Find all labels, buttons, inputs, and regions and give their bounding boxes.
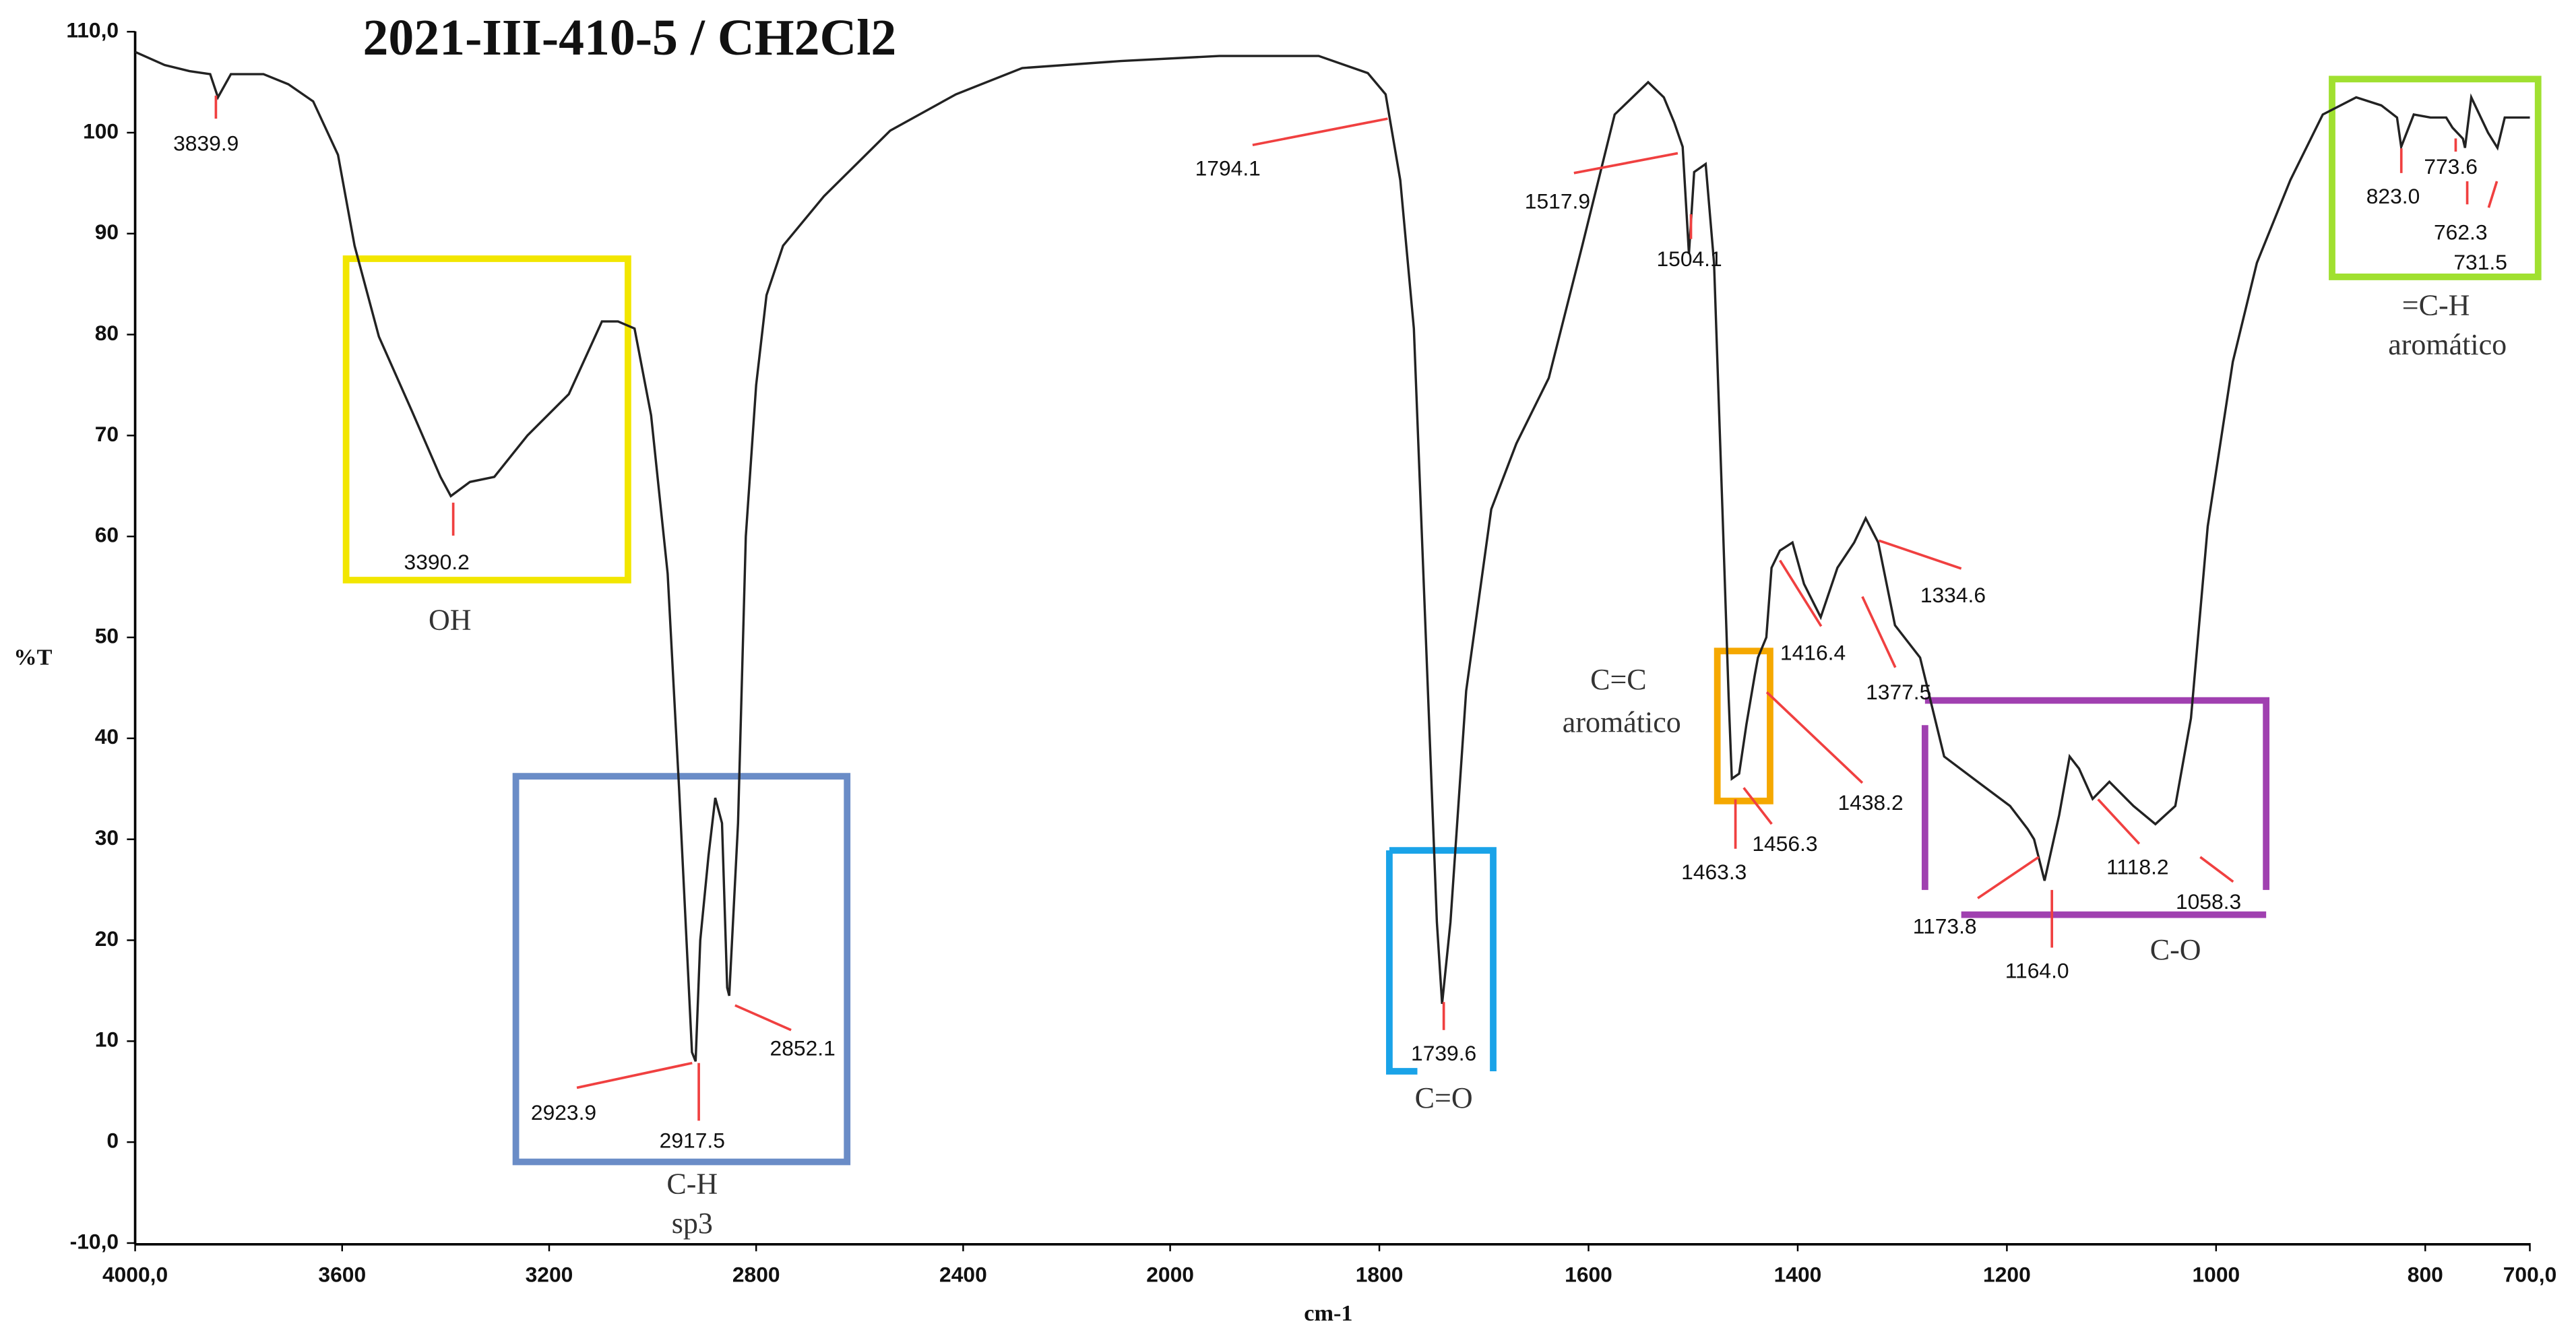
peak-label: 3839.9	[173, 131, 239, 156]
x-tick-label: 2800	[732, 1262, 780, 1286]
x-tick-label: 2400	[939, 1262, 987, 1286]
peak-marker	[2487, 181, 2499, 208]
region-label: aromático	[1563, 705, 1681, 738]
peak-marker	[2097, 798, 2141, 845]
peak-label: 1463.3	[1681, 860, 1747, 884]
peak-label: 1058.3	[2176, 889, 2241, 914]
peak-label: 762.3	[2434, 220, 2488, 245]
peak-marker	[1779, 559, 1823, 627]
peak-label: 1456.3	[1752, 831, 1817, 856]
x-tick-label: 3200	[526, 1262, 573, 1286]
region-box	[1921, 697, 2270, 918]
peak-marker	[734, 1004, 792, 1032]
peak-label: 731.5	[2453, 250, 2507, 274]
peak-label: 1334.6	[1920, 583, 1986, 607]
peak-label: 773.6	[2424, 154, 2478, 179]
y-tick-label: 100	[83, 119, 119, 143]
peak-label: 2923.9	[531, 1100, 596, 1125]
y-tick-label: 20	[95, 926, 119, 951]
peak-label: 1438.2	[1838, 790, 1904, 815]
x-tick-label: 1600	[1565, 1262, 1612, 1286]
peak-marker	[1765, 691, 1864, 784]
y-tick-label: 40	[95, 724, 119, 749]
peak-label: 1739.6	[1411, 1041, 1476, 1065]
region-box	[1386, 847, 1497, 1075]
region-label: C=C	[1590, 663, 1647, 696]
region-label: OH	[429, 604, 472, 637]
x-tick-label: 800	[2408, 1262, 2443, 1286]
peak-label: 1416.4	[1780, 640, 1846, 664]
spectrum-line	[134, 51, 2530, 1062]
region-box	[1714, 647, 1773, 804]
y-tick-label: 70	[95, 422, 119, 446]
peak-label: 1504.1	[1656, 247, 1722, 271]
peak-label: 1377.5	[1866, 680, 1931, 704]
peak-marker	[1878, 539, 1962, 570]
region-label: sp3	[672, 1207, 713, 1240]
y-tick-label: 50	[95, 623, 119, 647]
y-axis-label: %T	[13, 644, 52, 670]
y-tick-label: 10	[95, 1027, 119, 1052]
y-tick-label: 90	[95, 220, 119, 244]
chart-title: 2021-III-410-5 / CH2Cl2	[363, 9, 896, 66]
region-label: aromático	[2388, 328, 2507, 361]
peak-marker	[1977, 856, 2040, 899]
x-tick-label: 3600	[318, 1262, 366, 1286]
peak-label: 1173.8	[1913, 914, 1977, 939]
x-tick-label: 1200	[1983, 1262, 2031, 1286]
x-tick-label: 700,0	[2503, 1262, 2557, 1286]
x-tick-label: 1400	[1774, 1262, 1822, 1286]
region-box	[2329, 75, 2542, 280]
region-label: C=O	[1415, 1081, 1473, 1114]
x-tick-label: 2000	[1146, 1262, 1194, 1286]
peak-marker	[576, 1061, 693, 1089]
x-tick-label: 1800	[1356, 1262, 1404, 1286]
peak-label: 2917.5	[660, 1129, 725, 1153]
x-tick-label: 4000,0	[102, 1262, 168, 1286]
peak-marker	[1573, 152, 1678, 175]
y-tick-label: 0	[106, 1129, 119, 1153]
region-box	[342, 255, 631, 583]
region-box	[512, 773, 851, 1166]
x-axis-label: cm-1	[1304, 1300, 1352, 1326]
peak-marker	[1861, 596, 1897, 668]
peak-marker	[2199, 856, 2234, 883]
peak-label: 2852.1	[770, 1036, 836, 1060]
peak-marker	[1252, 117, 1388, 147]
peak-label: 3390.2	[404, 550, 470, 574]
y-tick-label: 110,0	[66, 18, 119, 42]
region-label: =C-H	[2402, 289, 2470, 322]
y-tick-label: 80	[95, 321, 119, 345]
peak-label: 1517.9	[1525, 189, 1590, 213]
x-tick-label: 1000	[2192, 1262, 2240, 1286]
peak-label: 1164.0	[2005, 959, 2069, 983]
region-label: C-O	[2150, 933, 2201, 966]
peak-marker	[1742, 787, 1773, 825]
y-tick-label: 30	[95, 825, 119, 850]
y-tick-label: -10,0	[70, 1229, 119, 1253]
region-label: C-H	[666, 1167, 718, 1200]
peak-label: 823.0	[2366, 184, 2420, 208]
y-tick-label: 60	[95, 523, 119, 547]
peak-label: 1118.2	[2106, 854, 2168, 879]
peak-label: 1794.1	[1195, 156, 1261, 180]
